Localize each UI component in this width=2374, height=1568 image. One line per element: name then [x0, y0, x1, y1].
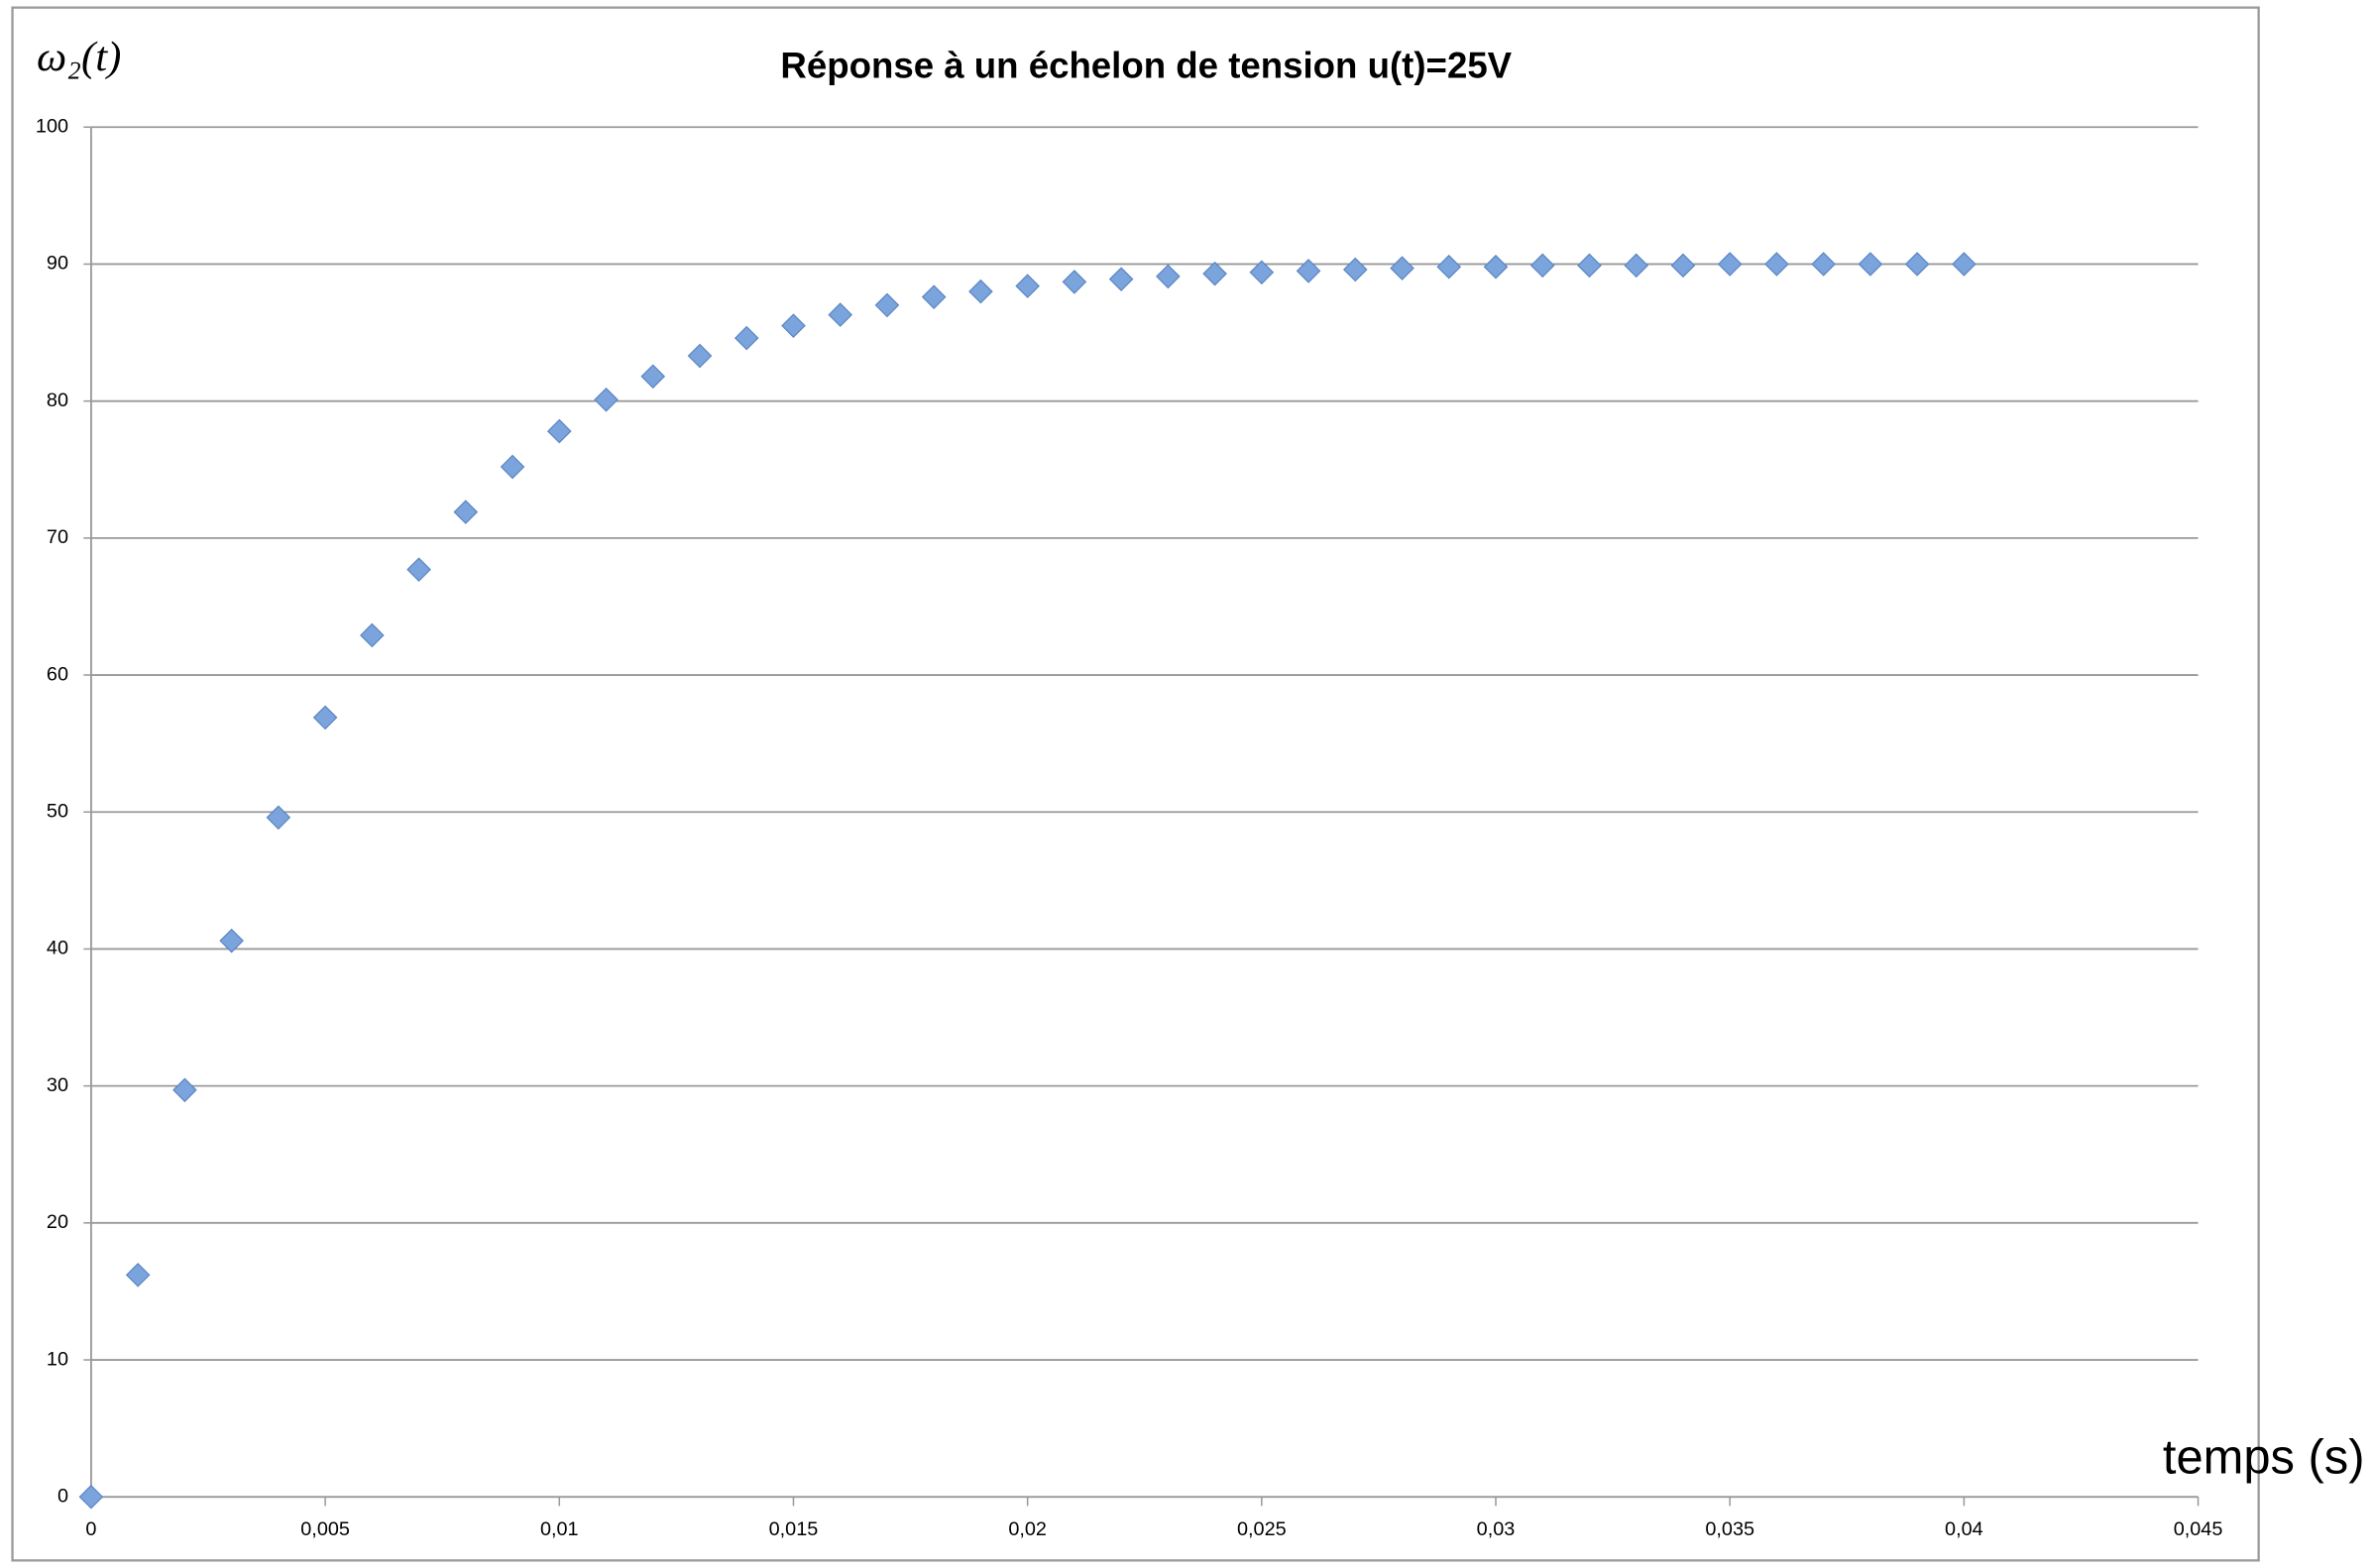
data-point [1156, 264, 1181, 289]
data-point [734, 325, 759, 351]
data-point [1483, 254, 1509, 280]
data-point [172, 1077, 197, 1103]
data-point [1577, 253, 1602, 279]
data-point [360, 622, 385, 648]
data-point [219, 928, 244, 953]
x-tick-label: 0,025 [1237, 1518, 1287, 1540]
y-tick-label: 30 [47, 1074, 68, 1096]
y-tick-label: 0 [57, 1485, 68, 1507]
y-tick-label: 100 [36, 116, 68, 138]
data-point [1764, 252, 1789, 277]
x-tick-label: 0,045 [2174, 1518, 2223, 1540]
data-point [78, 1484, 104, 1510]
data-point [594, 387, 619, 412]
data-point [1624, 253, 1649, 279]
data-point [1062, 270, 1087, 294]
data-point [406, 557, 431, 582]
data-point [1390, 256, 1414, 280]
data-point [781, 313, 806, 338]
chart-frame [11, 6, 2260, 1562]
data-point [640, 364, 666, 390]
data-point [1952, 252, 1977, 277]
data-point [1342, 257, 1368, 282]
data-point [1717, 252, 1743, 277]
x-tick-label: 0,005 [300, 1518, 350, 1540]
x-tick-label: 0,04 [1945, 1518, 1983, 1540]
data-point [1670, 253, 1696, 279]
y-tick-label: 60 [47, 663, 68, 685]
x-tick-label: 0,01 [540, 1518, 579, 1540]
y-tick-label: 10 [47, 1348, 68, 1370]
x-tick-label: 0,015 [769, 1518, 819, 1540]
data-point [1858, 252, 1883, 277]
data-point [874, 292, 900, 318]
x-tick-label: 0,03 [1477, 1518, 1516, 1540]
data-point [1436, 254, 1462, 280]
data-point [125, 1263, 151, 1288]
data-point [828, 302, 853, 327]
chart-title: Réponse à un échelon de tension u(t)=25V [780, 45, 1512, 85]
data-point [312, 705, 338, 730]
data-point [921, 284, 947, 309]
data-point [1249, 260, 1275, 285]
x-axis-label: temps (s) [2163, 1430, 2365, 1484]
data-point [1296, 259, 1321, 283]
x-tick-label: 0 [85, 1518, 96, 1540]
data-point [453, 500, 479, 524]
y-tick-label: 50 [47, 801, 68, 823]
y-tick-label: 40 [47, 938, 68, 959]
data-point [1015, 274, 1040, 298]
y-tick-label: 70 [47, 526, 68, 548]
data-point [1529, 253, 1555, 279]
data-point [1202, 261, 1227, 286]
data-point [1108, 267, 1134, 291]
y-tick-label: 20 [47, 1211, 68, 1233]
y-axis-label: ω₂(t) [37, 34, 121, 80]
data-point [1904, 252, 1930, 277]
data-point [687, 343, 713, 369]
data-point [1811, 252, 1836, 277]
y-tick-label: 90 [47, 253, 68, 275]
x-tick-label: 0,035 [1705, 1518, 1754, 1540]
data-point [546, 418, 572, 444]
data-point [968, 279, 993, 304]
x-tick-label: 0,02 [1008, 1518, 1047, 1540]
y-tick-label: 80 [47, 390, 68, 411]
data-point [500, 454, 525, 480]
data-point [266, 805, 291, 831]
